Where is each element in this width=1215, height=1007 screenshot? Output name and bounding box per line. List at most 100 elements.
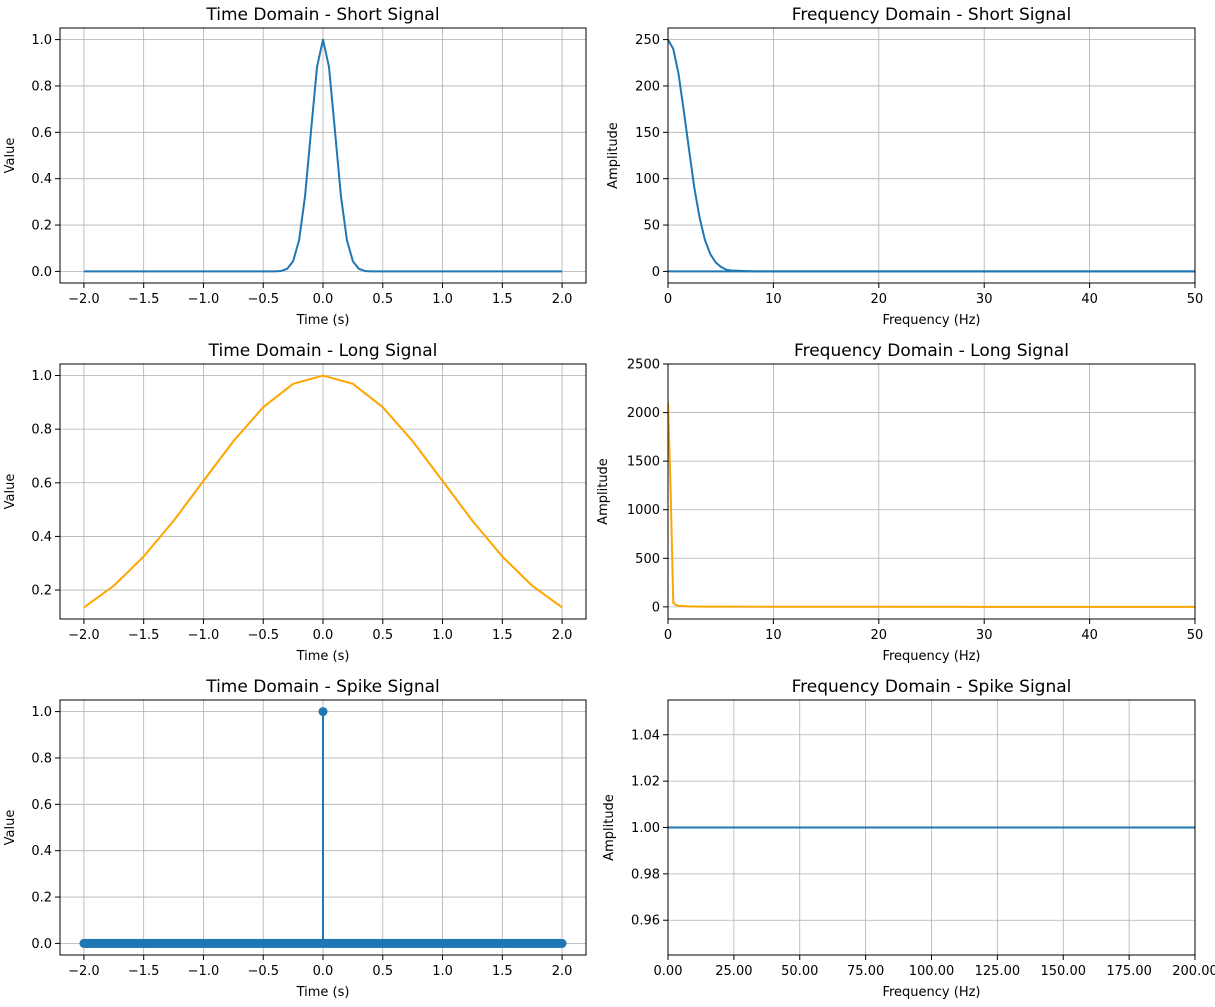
y-tick-label: 250 — [635, 33, 660, 48]
panel-title: Time Domain - Spike Signal — [205, 677, 440, 697]
x-tick-label: −2.0 — [68, 964, 100, 979]
x-tick-label: 1.0 — [432, 292, 453, 307]
y-axis-label: Value — [3, 138, 18, 174]
y-tick-label: 1.0 — [31, 33, 52, 48]
x-tick-label: −2.0 — [68, 292, 100, 307]
y-tick-label: 1.04 — [631, 728, 660, 743]
axes-frame — [667, 27, 1196, 284]
x-axis-label: Time (s) — [296, 649, 350, 664]
axes-frame — [667, 363, 1196, 620]
x-tick-label: −0.5 — [247, 628, 279, 643]
data-layer — [79, 707, 567, 948]
x-tick-label: −0.5 — [247, 292, 279, 307]
x-tick-label: 50.00 — [781, 964, 818, 979]
plot-layer: −2.0 −1.5 −1.0 −0.5 0.0 0.5 1.0 1.5 2.0 0.0 0.2 0.4… — [31, 699, 587, 979]
x-tick-label: 50 — [1187, 628, 1204, 643]
x-tick-label: 1.5 — [492, 628, 513, 643]
data-layer — [668, 39, 1195, 273]
y-tick-label: 0.0 — [31, 937, 52, 952]
x-tick-label: 10 — [765, 628, 782, 643]
y-tick-label: 0.2 — [31, 219, 52, 234]
x-tick-label: 0.5 — [372, 964, 393, 979]
x-tick-label: 50 — [1187, 292, 1204, 307]
y-tick-label: 1.00 — [631, 821, 660, 836]
stem-marker-spike — [318, 707, 328, 717]
x-tick-label: 1.0 — [432, 628, 453, 643]
panel-title: Time Domain - Short Signal — [205, 5, 439, 25]
x-tick-label: 150.00 — [1041, 964, 1087, 979]
x-tick-label: 0.0 — [313, 628, 334, 643]
y-tick-label: 0.6 — [31, 798, 52, 813]
x-tick-label: 20 — [871, 628, 888, 643]
panel-title: Frequency Domain - Spike Signal — [792, 677, 1072, 697]
y-tick-label: 0.8 — [31, 423, 52, 438]
x-tick-label: 0.00 — [654, 964, 683, 979]
plot-layer: −2.0 −1.5 −1.0 −0.5 0.0 0.5 1.0 1.5 2.0 0.0 0.2 0.4… — [31, 27, 587, 307]
y-tick-label: 1000 — [627, 503, 660, 518]
y-tick-label: 50 — [643, 219, 660, 234]
series-line-0 — [83, 374, 563, 609]
y-tick-label: 0.8 — [31, 79, 52, 94]
y-tick-label: 0.6 — [31, 126, 52, 141]
y-tick-label: 1500 — [627, 455, 660, 470]
plot-layer: −2.0 −1.5 −1.0 −0.5 0.0 0.5 1.0 1.5 2.0 0.2 0.4 0.6… — [31, 363, 587, 643]
x-axis-label: Time (s) — [296, 313, 350, 328]
y-tick-label: 1.0 — [31, 705, 52, 720]
x-tick-label: −1.5 — [128, 628, 160, 643]
stem-marker — [557, 938, 567, 948]
x-tick-label: 175.00 — [1106, 964, 1152, 979]
panel-title: Time Domain - Long Signal — [208, 341, 438, 361]
x-tick-label: 200.00 — [1172, 964, 1215, 979]
x-tick-label: −1.0 — [188, 964, 220, 979]
y-tick-label: 0.2 — [31, 584, 52, 599]
plot-layer: 0 10 20 30 40 50 0 50 100 150 200 250 — [635, 27, 1204, 307]
x-tick-label: 2.0 — [552, 628, 573, 643]
y-axis-label: Amplitude — [606, 122, 621, 189]
y-tick-label: 200 — [635, 79, 660, 94]
data-layer — [83, 38, 563, 273]
x-tick-label: 1.0 — [432, 964, 453, 979]
x-tick-label: 75.00 — [847, 964, 884, 979]
x-tick-label: 0.0 — [313, 964, 334, 979]
x-tick-label: 0.5 — [372, 292, 393, 307]
x-tick-label: 2.0 — [552, 964, 573, 979]
series-line-0 — [668, 402, 1195, 608]
y-tick-label: 1.0 — [31, 369, 52, 384]
panel-time-long: −2.0 −1.5 −1.0 −0.5 0.0 0.5 1.0 1.5 2.0 0.2 0.4 0.6… — [3, 341, 587, 664]
x-tick-label: 100.00 — [909, 964, 955, 979]
x-tick-label: −0.5 — [247, 964, 279, 979]
x-tick-label: 1.5 — [492, 964, 513, 979]
x-tick-label: 40 — [1081, 292, 1098, 307]
y-tick-label: 0.6 — [31, 476, 52, 491]
y-axis-label: Amplitude — [596, 458, 611, 525]
series-line-0 — [83, 38, 563, 273]
y-tick-label: 0 — [652, 600, 660, 615]
y-tick-label: 0.8 — [31, 751, 52, 766]
x-tick-label: 10 — [765, 292, 782, 307]
plot-layer: 0.00 25.00 50.00 75.00 100.00 125.00 150.00 175… — [631, 699, 1215, 979]
x-axis-label: Frequency (Hz) — [882, 649, 980, 664]
x-tick-label: 30 — [976, 292, 993, 307]
data-layer — [668, 402, 1195, 608]
x-axis-label: Frequency (Hz) — [882, 985, 980, 1000]
y-tick-label: 0.0 — [31, 265, 52, 280]
series-line-0 — [668, 39, 1195, 273]
y-tick-label: 2000 — [627, 406, 660, 421]
x-tick-label: −1.5 — [128, 964, 160, 979]
data-layer — [83, 374, 563, 609]
y-tick-label: 0.96 — [631, 914, 660, 929]
y-axis-label: Value — [3, 810, 18, 846]
y-tick-label: 150 — [635, 126, 660, 141]
y-tick-label: 0.2 — [31, 891, 52, 906]
panel-time-spike: −2.0 −1.5 −1.0 −0.5 0.0 0.5 1.0 1.5 2.0 0.0 0.2 0.4… — [3, 677, 587, 1000]
x-tick-label: 125.00 — [975, 964, 1021, 979]
y-axis-label: Value — [3, 474, 18, 510]
x-tick-label: 0 — [664, 292, 672, 307]
x-tick-label: 40 — [1081, 628, 1098, 643]
y-tick-label: 0.4 — [31, 172, 52, 187]
y-axis-label: Amplitude — [602, 794, 617, 861]
y-tick-label: 0 — [652, 265, 660, 280]
